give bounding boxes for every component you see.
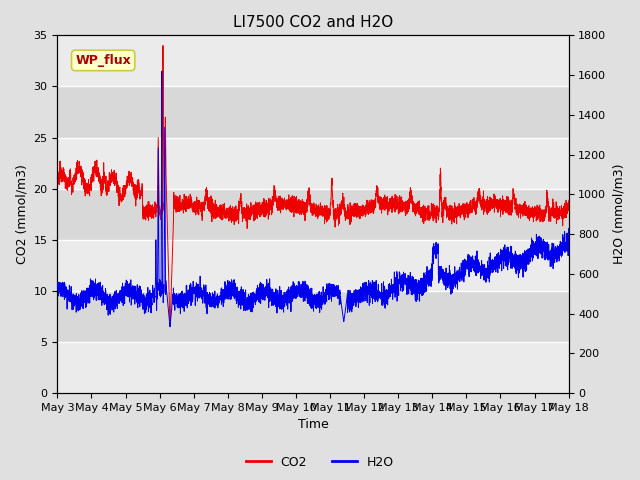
Bar <box>58 86 568 138</box>
Legend: CO2, H2O: CO2, H2O <box>241 451 399 474</box>
Title: LI7500 CO2 and H2O: LI7500 CO2 and H2O <box>233 15 393 30</box>
Bar <box>58 36 568 86</box>
Text: WP_flux: WP_flux <box>76 54 131 67</box>
Y-axis label: H2O (mmol/m3): H2O (mmol/m3) <box>612 164 625 264</box>
Bar <box>58 240 568 291</box>
X-axis label: Time: Time <box>298 419 328 432</box>
Bar <box>58 189 568 240</box>
Y-axis label: CO2 (mmol/m3): CO2 (mmol/m3) <box>15 164 28 264</box>
Bar <box>58 291 568 342</box>
Bar <box>58 342 568 393</box>
Bar <box>58 138 568 189</box>
